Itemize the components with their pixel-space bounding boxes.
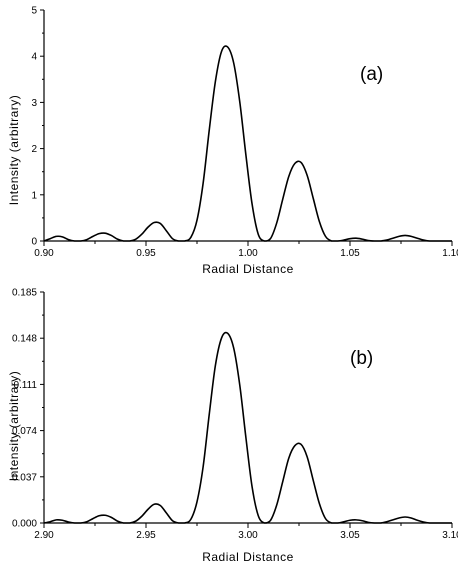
x-tick-label: 2.95	[136, 530, 156, 541]
x-axis-label-a: Radial Distance	[202, 262, 294, 276]
intensity-curve-a	[43, 45, 452, 242]
tick-marks-a	[40, 9, 453, 246]
x-axis-label-b: Radial Distance	[202, 550, 294, 564]
axes-frame-a	[43, 10, 452, 242]
y-tick-label: 0.148	[12, 334, 37, 345]
intensity-curve-b	[43, 331, 452, 524]
panel-label-a: (a)	[360, 64, 383, 85]
y-tick-label: 0.037	[12, 472, 37, 483]
x-tick-label: 3.10	[442, 530, 458, 541]
chart-panel-a: 0.90 0.95 1.00 1.05 1.10 0 1 2 3 4 5 Radial Dista…	[7, 6, 458, 277]
axes-frame-b	[43, 292, 452, 524]
y-tick-label: 3	[31, 98, 37, 109]
y-axis-label-a: Intensity (arbitrary)	[7, 95, 21, 206]
y-axis-label-b: Intensity (arbitrary)	[7, 371, 21, 482]
x-tick-label: 0.90	[34, 248, 54, 259]
y-tick-label: 1	[31, 190, 37, 201]
x-tick-label: 3.00	[238, 530, 258, 541]
x-tick-label: 1.10	[442, 248, 458, 259]
x-tick-label: 2.90	[34, 530, 54, 541]
x-tick-label: 3.05	[340, 530, 360, 541]
y-tick-label: 0.111	[13, 380, 37, 391]
y-tick-labels-a: 0 1 2 3 4 5	[31, 6, 37, 248]
x-tick-labels-b: 2.90 2.95 3.00 3.05 3.10	[34, 530, 458, 541]
y-tick-label: 0.185	[12, 288, 37, 299]
y-tick-label: 2	[31, 144, 37, 155]
x-tick-label: 1.00	[238, 248, 258, 259]
panel-label-b: (b)	[350, 348, 373, 369]
y-tick-label: 5	[31, 6, 37, 17]
y-tick-label: 0.074	[12, 426, 37, 437]
y-tick-label: 0.000	[12, 519, 37, 530]
x-tick-label: 1.05	[340, 248, 360, 259]
y-tick-label: 0	[31, 237, 37, 248]
y-tick-labels-b: 0.000 0.037 0.074 0.111 0.148 0.185	[12, 288, 37, 530]
tick-marks-b	[40, 291, 453, 528]
x-tick-labels-a: 0.90 0.95 1.00 1.05 1.10	[34, 248, 458, 259]
y-tick-label: 4	[31, 52, 37, 63]
chart-panel-b: 2.90 2.95 3.00 3.05 3.10 0.000 0.037 0.074 0.11…	[7, 288, 458, 565]
x-tick-label: 0.95	[136, 248, 156, 259]
